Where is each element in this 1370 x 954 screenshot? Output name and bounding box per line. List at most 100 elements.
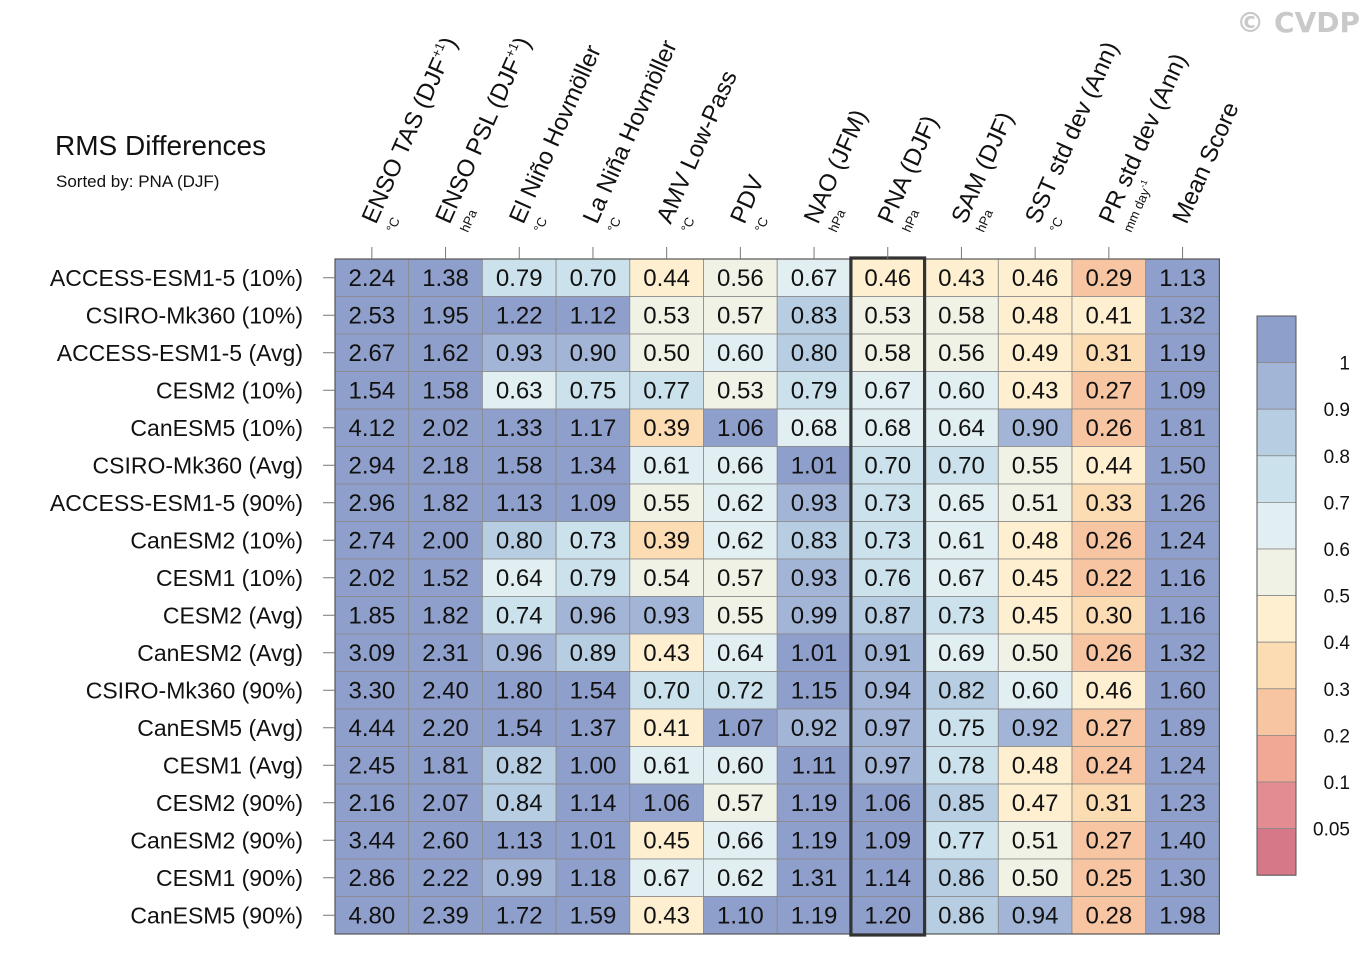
heatmap-cell bbox=[703, 858, 778, 897]
cell-value: 0.93 bbox=[791, 490, 838, 517]
heatmap-cell bbox=[1145, 521, 1220, 560]
cell-value: 1.01 bbox=[570, 827, 617, 854]
colorbar-tick-label: 0.1 bbox=[1324, 773, 1350, 794]
heatmap-cell bbox=[776, 596, 852, 635]
cell-value: 0.45 bbox=[643, 827, 690, 854]
cell-value: 0.57 bbox=[717, 790, 764, 817]
cell-value: 0.50 bbox=[1012, 865, 1059, 892]
row-label: CanESM5 (90%) bbox=[130, 902, 303, 928]
heatmap-cell bbox=[703, 296, 778, 335]
cell-value: 0.80 bbox=[496, 527, 543, 554]
heatmap-cell bbox=[334, 896, 410, 935]
heatmap-cell bbox=[776, 671, 852, 710]
heatmap-cell bbox=[408, 258, 483, 297]
heatmap-cell bbox=[629, 671, 704, 710]
heatmap-cell bbox=[334, 783, 410, 822]
cell-value: 0.48 bbox=[1012, 527, 1059, 554]
cell-value: 1.09 bbox=[1159, 377, 1206, 404]
column-unit: °C bbox=[604, 215, 624, 234]
heatmap-cell bbox=[703, 596, 778, 635]
cell-value: 2.22 bbox=[422, 865, 469, 892]
cell-value: 1.01 bbox=[791, 452, 838, 479]
cell-value: 0.92 bbox=[791, 715, 838, 742]
cell-value: 1.37 bbox=[570, 715, 617, 742]
cell-value: 0.46 bbox=[1012, 265, 1059, 292]
heatmap-cell bbox=[1145, 671, 1220, 710]
cell-value: 0.70 bbox=[643, 677, 690, 704]
heatmap-cell bbox=[703, 821, 778, 860]
cell-value: 1.95 bbox=[422, 302, 469, 329]
heatmap-cell bbox=[997, 558, 1073, 597]
cell-value: 1.82 bbox=[422, 602, 469, 629]
heatmap-cell bbox=[555, 408, 631, 447]
row-label: CESM2 (90%) bbox=[156, 790, 303, 816]
cell-value: 0.78 bbox=[938, 752, 985, 779]
heatmap-cell bbox=[776, 371, 852, 410]
row-label: CanESM5 (Avg) bbox=[137, 715, 303, 741]
heatmap-cell bbox=[703, 558, 778, 597]
colorbar-tick-label: 0.2 bbox=[1324, 726, 1350, 747]
cell-value: 0.67 bbox=[938, 565, 985, 592]
heatmap-cell bbox=[924, 521, 999, 560]
cell-value: 0.48 bbox=[1012, 752, 1059, 779]
heatmap-cell bbox=[997, 596, 1073, 635]
cell-value: 1.54 bbox=[348, 377, 395, 404]
heatmap-cell bbox=[1071, 783, 1147, 822]
cell-value: 1.98 bbox=[1159, 902, 1206, 929]
heatmap-cell bbox=[408, 483, 483, 522]
cell-value: 0.63 bbox=[496, 377, 543, 404]
cell-value: 0.61 bbox=[938, 527, 985, 554]
cell-value: 0.93 bbox=[643, 602, 690, 629]
cell-value: 0.83 bbox=[791, 527, 838, 554]
cell-value: 0.77 bbox=[643, 377, 690, 404]
cell-value: 0.53 bbox=[643, 302, 690, 329]
cell-value: 0.51 bbox=[1012, 827, 1059, 854]
cell-value: 0.79 bbox=[570, 565, 617, 592]
cell-value: 0.61 bbox=[643, 752, 690, 779]
heatmap-cell bbox=[629, 596, 704, 635]
chart-subtitle: Sorted by: PNA (DJF) bbox=[56, 172, 220, 191]
cell-value: 0.70 bbox=[570, 265, 617, 292]
row-label: ACCESS-ESM1-5 (90%) bbox=[50, 490, 303, 516]
heatmap-cell bbox=[334, 446, 410, 485]
heatmap-cell bbox=[629, 558, 704, 597]
column-unit: °C bbox=[678, 215, 698, 234]
cell-value: 0.67 bbox=[864, 377, 911, 404]
cell-value: 0.29 bbox=[1085, 265, 1132, 292]
column-header: PDV°C bbox=[725, 171, 771, 234]
cell-value: 0.74 bbox=[496, 602, 543, 629]
heatmap-cell bbox=[1145, 258, 1220, 297]
cell-value: 0.70 bbox=[864, 452, 911, 479]
cell-value: 0.26 bbox=[1085, 415, 1132, 442]
heatmap-cell bbox=[1071, 671, 1147, 710]
heatmap-cell bbox=[334, 371, 410, 410]
heatmap-cell bbox=[408, 858, 483, 897]
cell-value: 3.44 bbox=[348, 827, 395, 854]
heatmap-cell bbox=[334, 296, 410, 335]
colorbar-tick-label: 0.8 bbox=[1324, 447, 1350, 468]
colorbar-swatch bbox=[1256, 735, 1297, 783]
cell-value: 1.19 bbox=[791, 902, 838, 929]
heatmap-cell bbox=[629, 521, 704, 560]
colorbar-swatch bbox=[1256, 362, 1297, 410]
cell-value: 1.80 bbox=[496, 677, 543, 704]
cell-value: 1.00 bbox=[570, 752, 617, 779]
cell-value: 0.82 bbox=[496, 752, 543, 779]
heatmap-cell bbox=[629, 408, 704, 447]
heatmap-cell bbox=[924, 483, 999, 522]
heatmap-cell bbox=[1145, 896, 1220, 935]
colorbar-tick-label: 0.3 bbox=[1324, 680, 1350, 701]
cell-value: 0.33 bbox=[1085, 490, 1132, 517]
cell-value: 1.09 bbox=[864, 827, 911, 854]
column-label: Mean Score bbox=[1167, 98, 1244, 227]
heatmap-cell bbox=[334, 708, 410, 747]
cell-value: 0.26 bbox=[1085, 640, 1132, 667]
cell-value: 0.73 bbox=[938, 602, 985, 629]
cell-value: 0.73 bbox=[570, 527, 617, 554]
cell-value: 0.80 bbox=[791, 340, 838, 367]
cell-value: 1.60 bbox=[1159, 677, 1206, 704]
cell-value: 0.72 bbox=[717, 677, 764, 704]
row-label: CESM1 (10%) bbox=[156, 565, 303, 591]
cell-value: 0.76 bbox=[864, 565, 911, 592]
cell-value: 0.82 bbox=[938, 677, 985, 704]
